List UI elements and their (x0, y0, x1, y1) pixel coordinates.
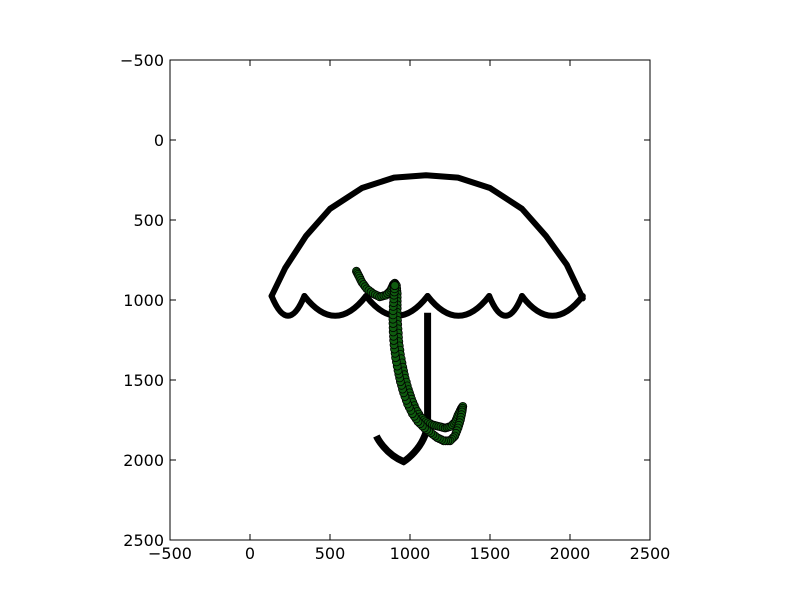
scatter-points (351, 266, 468, 446)
y-axis-ticks: −500 0 500 1000 1500 2000 2500 (120, 51, 650, 550)
umbrella-image (268, 172, 586, 466)
y-tick-label: −500 (120, 51, 164, 70)
x-tick-label: 1500 (470, 544, 511, 563)
x-tick-label: 0 (245, 544, 255, 563)
x-tick-label: −500 (148, 544, 192, 563)
x-axis-ticks: −500 0 500 1000 1500 2000 2500 (148, 60, 670, 563)
y-tick-label: 1500 (123, 371, 164, 390)
y-tick-label: 2000 (123, 451, 164, 470)
umbrella-scallop (519, 293, 586, 319)
umbrella-scallop (424, 293, 493, 319)
x-tick-label: 500 (315, 544, 346, 563)
umbrella-scallop (301, 293, 369, 319)
umbrella-scallop (486, 293, 525, 319)
x-tick-label: 1000 (390, 544, 431, 563)
umbrella-hook (373, 424, 432, 466)
umbrella-scallop (268, 293, 308, 319)
scatter-point (390, 281, 400, 291)
y-tick-label: 500 (133, 211, 164, 230)
y-tick-label: 1000 (123, 291, 164, 310)
x-tick-label: 2000 (550, 544, 591, 563)
x-tick-label: 2500 (630, 544, 671, 563)
umbrella-canopy (268, 172, 586, 302)
y-tick-label: 2500 (123, 531, 164, 550)
y-tick-label: 0 (154, 131, 164, 150)
